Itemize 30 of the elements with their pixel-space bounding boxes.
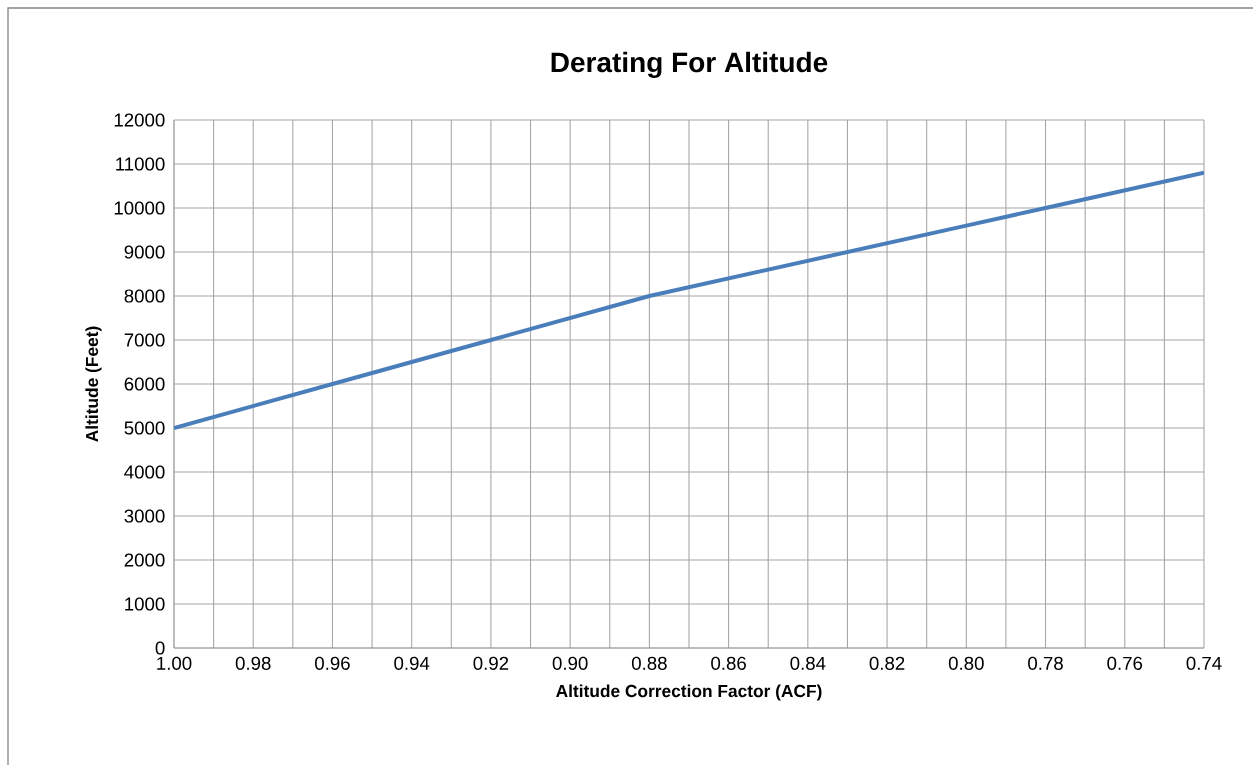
- x-tick-label: 0.74: [1186, 656, 1222, 670]
- y-tick-label: 10000: [114, 201, 165, 215]
- y-tick-label: 9000: [124, 245, 165, 259]
- x-tick-label: 0.88: [631, 656, 667, 670]
- y-tick-label: 8000: [124, 289, 165, 303]
- x-tick-label: 0.82: [869, 656, 905, 670]
- x-tick-label: 0.98: [235, 656, 271, 670]
- y-tick-label: 0: [155, 641, 165, 655]
- y-tick-label: 2000: [124, 553, 165, 567]
- x-tick-label: 0.80: [948, 656, 984, 670]
- y-tick-label: 12000: [114, 113, 165, 127]
- x-tick-label: 0.94: [394, 656, 430, 670]
- x-tick-label: 0.86: [711, 656, 746, 670]
- x-axis-title: Altitude Correction Factor (ACF): [556, 684, 822, 701]
- y-tick-label: 1000: [125, 597, 165, 611]
- y-axis-title: Altitude (Feet): [85, 326, 102, 442]
- y-tick-label: 4000: [124, 465, 165, 479]
- chart-title: Derating For Altitude: [551, 51, 828, 78]
- y-tick-label: 7000: [124, 333, 165, 347]
- x-tick-label: 0.96: [315, 656, 350, 670]
- y-tick-label: 3000: [124, 509, 165, 523]
- y-tick-label: 11000: [116, 157, 165, 171]
- x-tick-label: 0.90: [552, 656, 588, 670]
- y-tick-label: 6000: [124, 377, 165, 391]
- y-tick-label: 5000: [124, 421, 165, 435]
- x-tick-label: 0.92: [473, 656, 509, 670]
- x-tick-label: 0.78: [1028, 656, 1063, 670]
- x-tick-label: 0.84: [790, 656, 826, 670]
- x-tick-label: 1.00: [157, 656, 192, 670]
- x-tick-label: 0.76: [1107, 656, 1143, 670]
